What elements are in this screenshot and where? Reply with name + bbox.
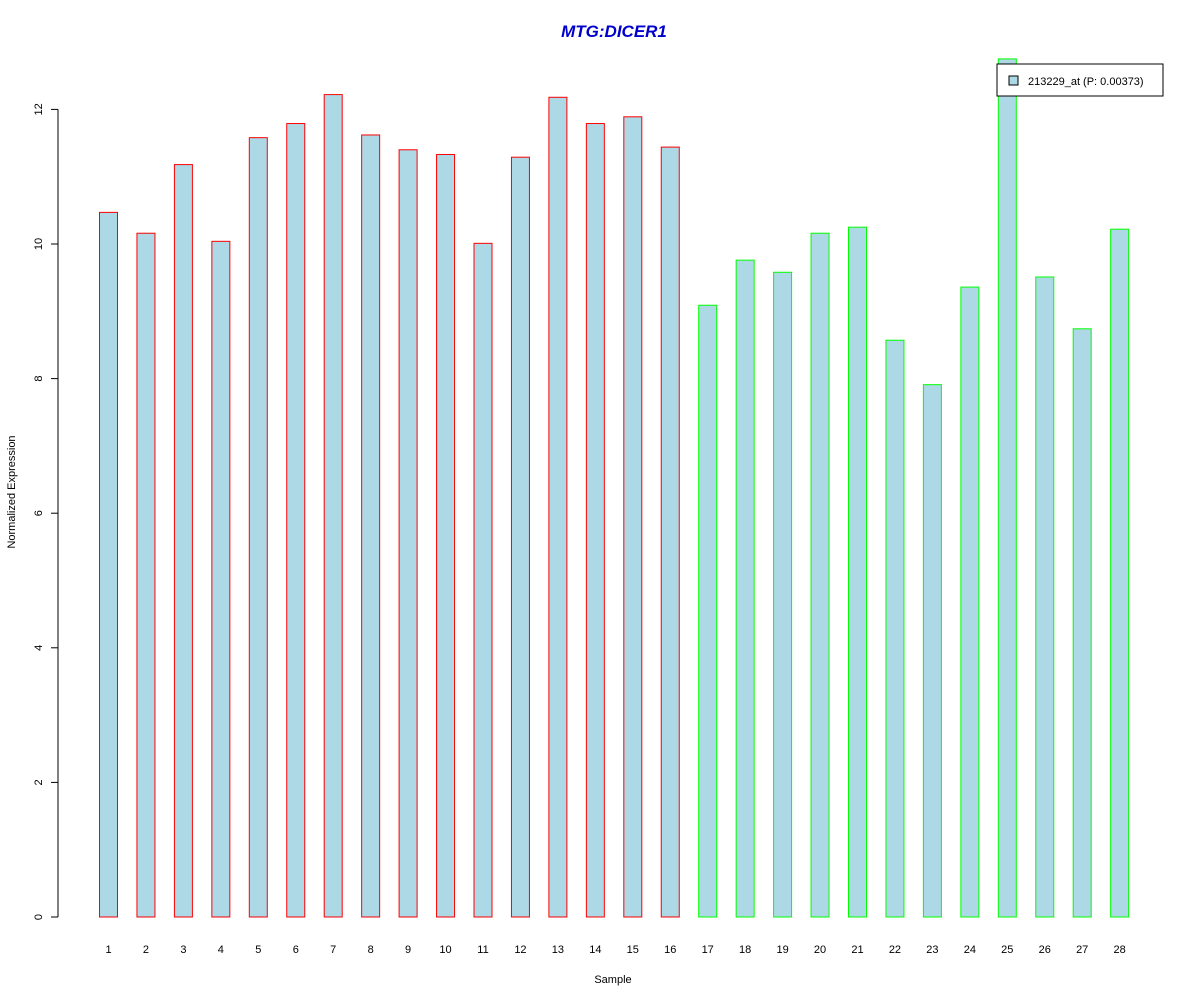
bar-sample-8 — [361, 134, 381, 918]
legend: 213229_at (P: 0.00373) — [996, 63, 1164, 97]
x-tick-label: 4 — [218, 944, 224, 956]
bar-sample-21 — [848, 226, 867, 918]
x-tick-label: 14 — [589, 944, 601, 956]
bar-sample-26 — [1035, 276, 1055, 918]
bar-sample-23 — [922, 384, 942, 918]
x-tick-label: 23 — [926, 944, 938, 956]
x-axis: 1 2 3 4 5 6 7 8 9 10 11 12 13 14 15 16 17 18 19 20 21 22 23 24 2… — [105, 944, 1125, 956]
y-tick-label: 8 — [33, 376, 45, 382]
x-tick-label: 19 — [776, 944, 788, 956]
x-tick-label: 1 — [105, 944, 111, 956]
bar-sample-27 — [1072, 328, 1092, 918]
legend-box — [996, 63, 1164, 97]
x-tick-label: 7 — [330, 944, 336, 956]
bar-sample-14 — [585, 123, 605, 918]
x-tick-label: 17 — [702, 944, 714, 956]
y-tick-label: 12 — [33, 103, 45, 115]
x-tick-label: 2 — [143, 944, 149, 956]
bar-sample-25 — [997, 58, 1017, 918]
x-tick-label: 15 — [627, 944, 639, 956]
x-tick-label: 24 — [964, 944, 976, 956]
bar-sample-2 — [136, 232, 156, 918]
bar-sample-19 — [773, 271, 793, 918]
y-tick-label: 0 — [33, 914, 45, 920]
bar-sample-9 — [398, 149, 418, 918]
x-tick-label: 9 — [405, 944, 411, 956]
x-tick-label: 21 — [851, 944, 863, 956]
x-tick-label: 25 — [1001, 944, 1013, 956]
x-tick-label: 11 — [477, 944, 488, 956]
legend-swatch — [1008, 75, 1019, 86]
bar-sample-7 — [323, 94, 343, 918]
x-tick-label: 26 — [1039, 944, 1051, 956]
bar-sample-15 — [623, 116, 643, 918]
bar-sample-20 — [810, 232, 830, 918]
x-tick-label: 27 — [1076, 944, 1088, 956]
y-axis: 0 2 4 6 8 10 12 — [33, 103, 59, 920]
bar-sample-22 — [885, 339, 905, 918]
bar-sample-12 — [510, 156, 530, 918]
x-axis-label: Sample — [594, 974, 631, 986]
x-tick-label: 13 — [552, 944, 564, 956]
x-tick-label: 20 — [814, 944, 826, 956]
bar-sample-6 — [286, 123, 306, 918]
bar-sample-10 — [436, 153, 456, 918]
x-tick-label: 18 — [739, 944, 751, 956]
bar-sample-18 — [735, 259, 755, 918]
bar-sample-1 — [99, 211, 118, 918]
bars — [99, 58, 1130, 918]
bar-sample-13 — [548, 96, 568, 918]
bar-sample-17 — [698, 304, 718, 918]
y-axis-label: Normalized Expression — [6, 435, 18, 548]
y-tick-label: 10 — [33, 238, 45, 250]
bar-sample-16 — [660, 146, 680, 918]
x-tick-label: 10 — [439, 944, 451, 956]
x-tick-label: 6 — [293, 944, 299, 956]
x-tick-label: 5 — [255, 944, 261, 956]
x-tick-label: 28 — [1114, 944, 1126, 956]
y-tick-label: 2 — [33, 779, 45, 785]
x-tick-label: 8 — [368, 944, 374, 956]
bar-sample-4 — [211, 240, 231, 918]
bar-sample-24 — [960, 286, 980, 918]
bar-sample-28 — [1110, 228, 1130, 918]
bar-sample-5 — [248, 137, 268, 918]
y-tick-label: 6 — [33, 510, 45, 516]
x-tick-label: 12 — [514, 944, 526, 956]
bar-sample-11 — [473, 242, 493, 918]
bar-sample-3 — [173, 164, 193, 918]
x-tick-label: 3 — [180, 944, 186, 956]
y-tick-label: 4 — [33, 645, 45, 651]
x-tick-label: 16 — [664, 944, 676, 956]
x-tick-label: 22 — [889, 944, 901, 956]
legend-label: 213229_at (P: 0.00373) — [1028, 76, 1144, 88]
chart-title: MTG:DICER1 — [561, 22, 667, 41]
